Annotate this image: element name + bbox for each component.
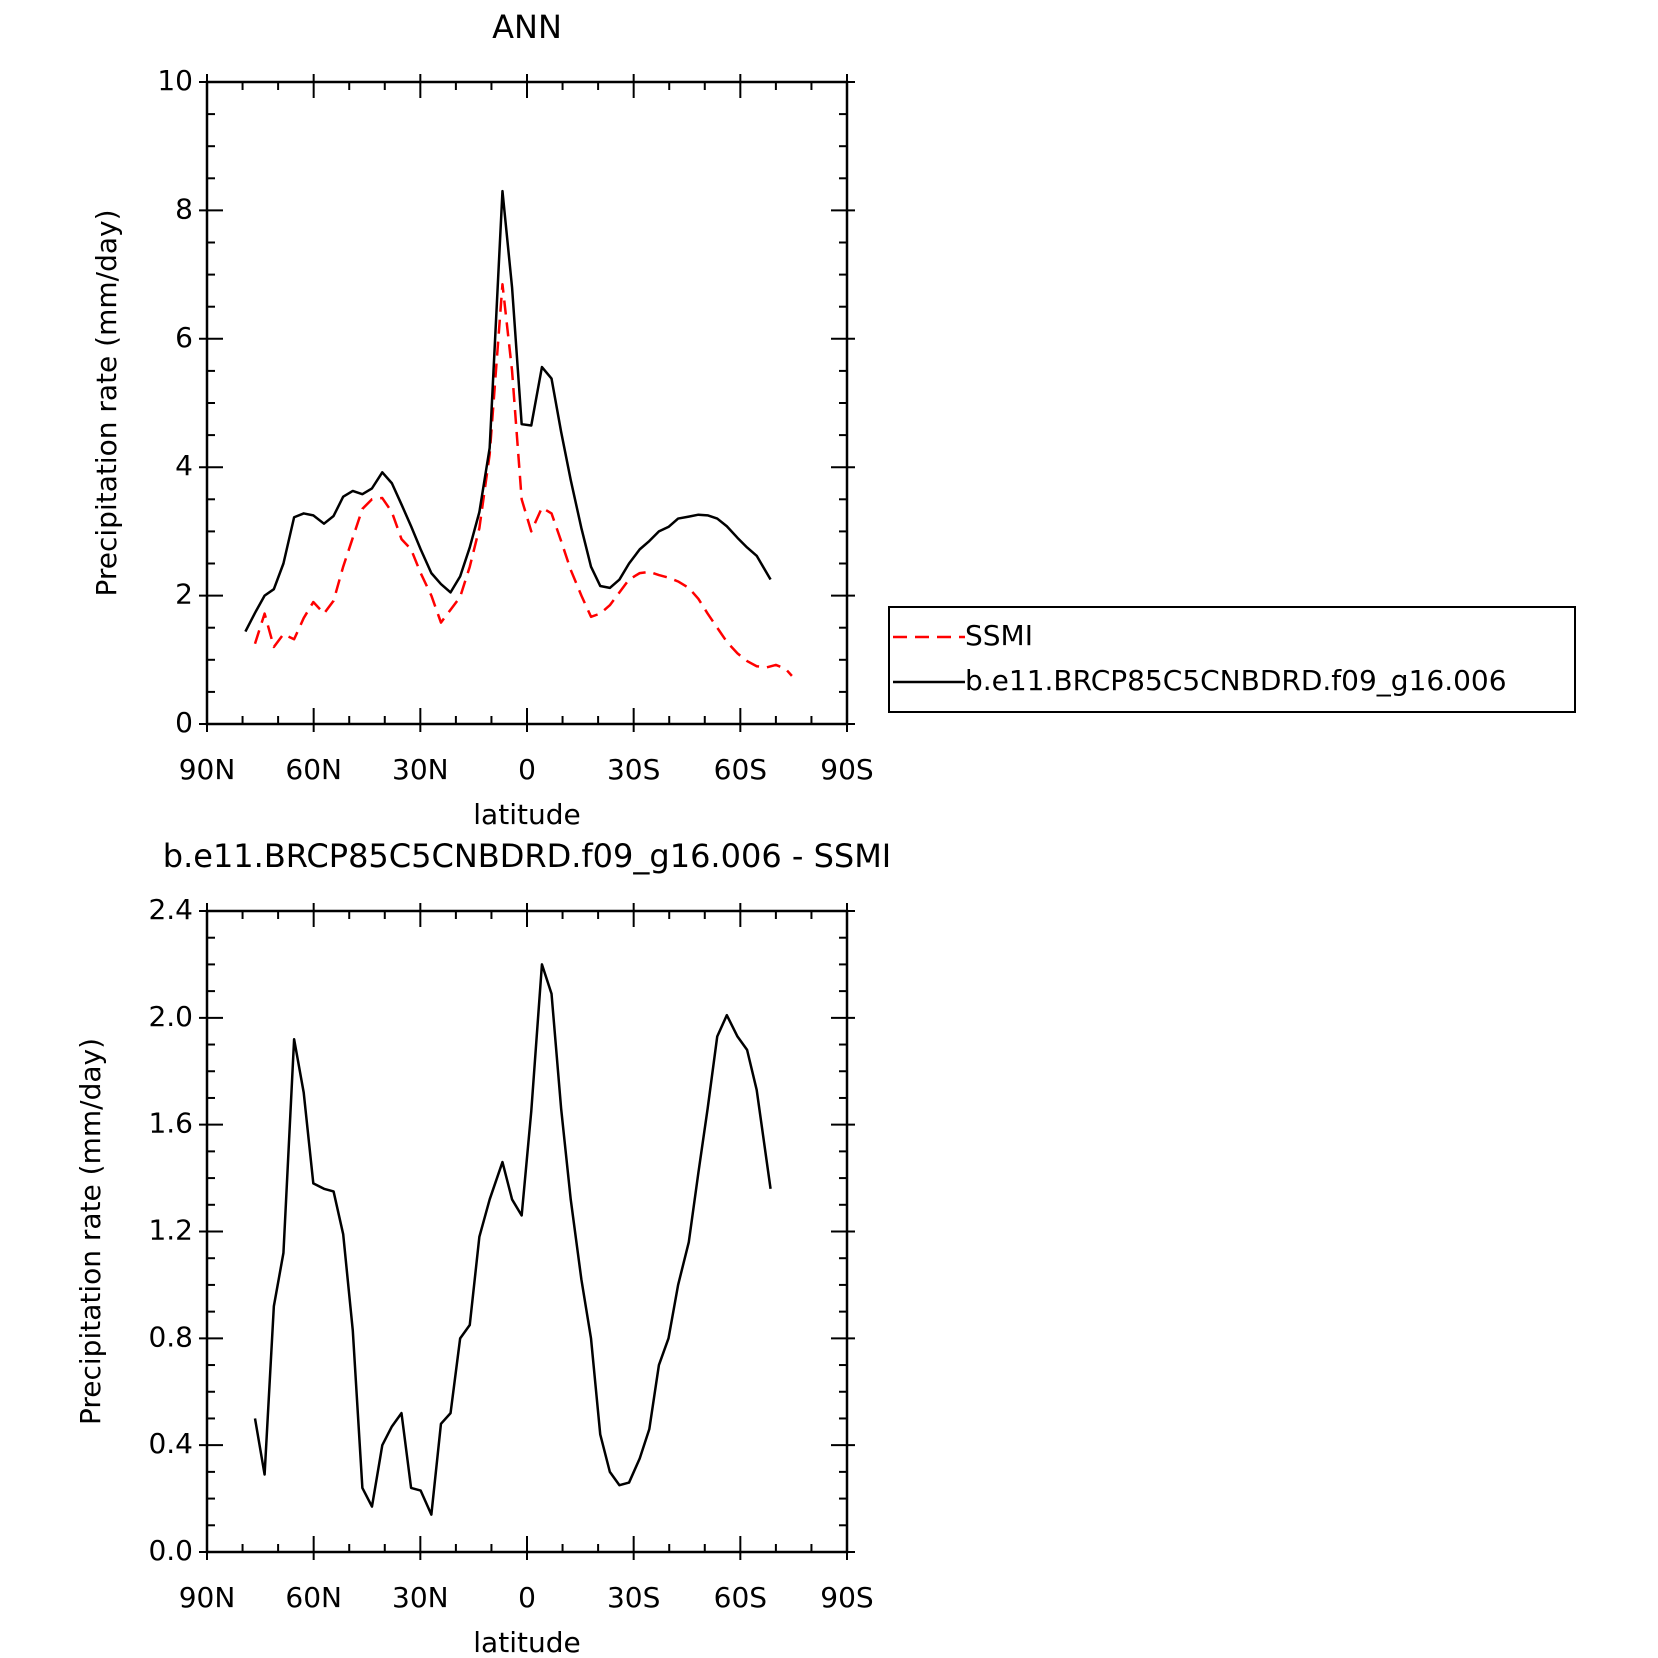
y-axis-label: Precipitation rate (mm/day)	[90, 209, 123, 596]
x-tick-label: 60N	[285, 1581, 342, 1614]
x-tick-label: 30N	[392, 753, 449, 786]
y-tick-label: 10	[157, 64, 193, 97]
y-tick-label: 6	[175, 321, 193, 354]
y-tick-label: 0.8	[148, 1320, 193, 1353]
x-tick-label: 60S	[714, 753, 767, 786]
y-tick-label: 8	[175, 192, 193, 225]
legend-label: b.e11.BRCP85C5CNBDRD.f09_g16.006	[965, 664, 1507, 697]
x-tick-label: 90S	[820, 753, 873, 786]
x-tick-label: 90S	[820, 1581, 873, 1614]
x-tick-label: 30S	[607, 753, 660, 786]
x-tick-label: 30N	[392, 1581, 449, 1614]
y-tick-label: 2.0	[148, 1000, 193, 1033]
plot-frame	[205, 909, 849, 1554]
x-axis-label: latitude	[473, 1626, 580, 1658]
y-tick-label: 4	[175, 449, 193, 482]
chart-title: b.e11.BRCP85C5CNBDRD.f09_g16.006 - SSMI	[163, 837, 891, 875]
series-line	[244, 189, 772, 633]
x-tick-label: 0	[518, 1581, 536, 1614]
y-tick-label: 0.0	[148, 1534, 193, 1567]
y-tick-label: 2	[175, 578, 193, 611]
x-tick-label: 0	[518, 753, 536, 786]
x-axis-label: latitude	[473, 798, 580, 831]
y-tick-label: 0	[175, 706, 193, 739]
y-tick-label: 1.6	[148, 1107, 193, 1140]
y-tick-label: 0.4	[148, 1427, 193, 1460]
y-axis-label: Precipitation rate (mm/day)	[74, 1038, 107, 1425]
x-tick-label: 30S	[607, 1581, 660, 1614]
chart-title: ANN	[492, 8, 562, 46]
x-tick-label: 90N	[179, 1581, 236, 1614]
plot-frame	[205, 80, 849, 726]
y-tick-label: 1.2	[148, 1214, 193, 1247]
series-line	[253, 282, 793, 677]
legend-label: SSMI	[965, 619, 1033, 652]
x-tick-label: 60S	[714, 1581, 767, 1614]
series-line	[253, 963, 772, 1516]
legend-box	[888, 606, 1576, 713]
y-tick-label: 2.4	[148, 893, 193, 926]
x-tick-label: 90N	[179, 753, 236, 786]
x-tick-label: 60N	[285, 753, 342, 786]
